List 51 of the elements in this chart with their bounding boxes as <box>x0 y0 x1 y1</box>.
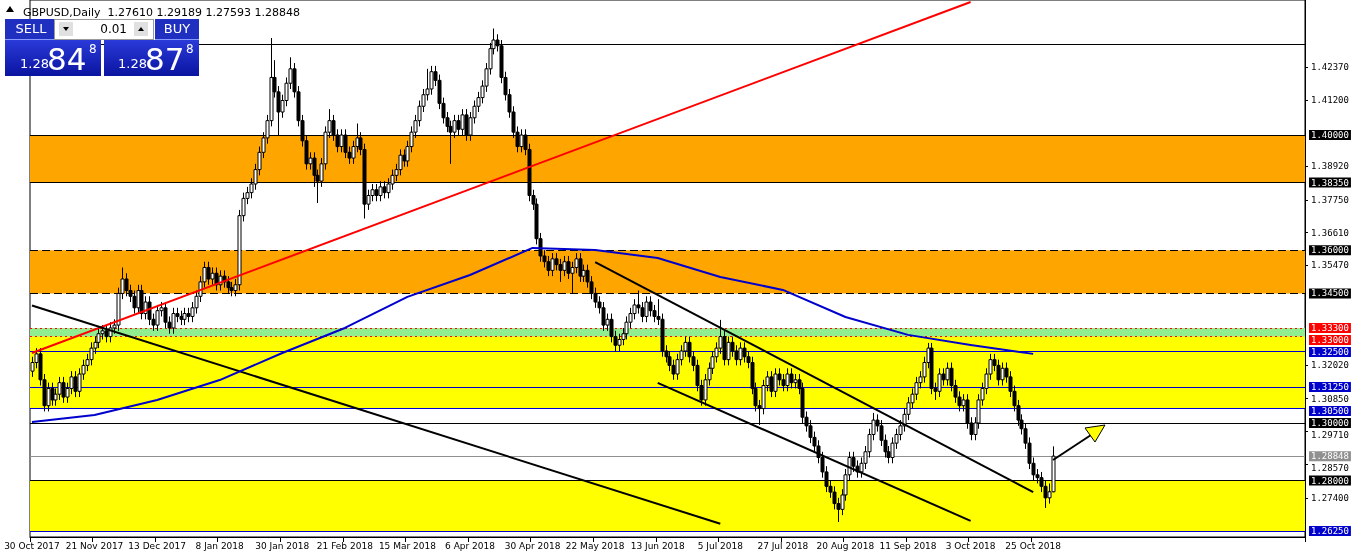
y-tick-label: 1.37750 <box>1311 194 1349 205</box>
x-tick-label: 6 Apr 2018 <box>445 540 496 551</box>
y-tick-label: 1.32020 <box>1311 359 1349 370</box>
annotation: 8 <box>89 42 97 56</box>
text: GBPUSD,Daily 1.27610 1.29189 1.27593 1.28848 <box>23 6 300 19</box>
annotation: 1.28 <box>20 56 49 71</box>
x-tick-label: 15 Mar 2018 <box>378 540 437 551</box>
x-tick-label: 30 Oct 2017 <box>4 540 60 551</box>
x-tick-label: 27 Jul 2018 <box>757 540 809 551</box>
x-tick-label: 3 Oct 2018 <box>945 540 996 551</box>
x-tick-label: 21 Nov 2017 <box>65 540 124 551</box>
x-tick-label: 20 Aug 2018 <box>816 540 875 551</box>
ref-line-label: 1.33000 <box>1311 334 1349 345</box>
ref-line-label: 1.30000 <box>1311 417 1349 428</box>
ref-line-label: 1.31250 <box>1311 381 1349 392</box>
y-tick-label: 1.28570 <box>1311 463 1349 474</box>
x-tick-label: 11 Sep 2018 <box>879 540 937 551</box>
annotation: 8 <box>186 42 194 56</box>
y-tick-label: 1.27400 <box>1311 492 1349 503</box>
y-tick-label: 1.42370 <box>1311 61 1349 72</box>
y-tick-label: 1.41200 <box>1311 95 1349 106</box>
y-tick-label: 1.36610 <box>1311 227 1349 238</box>
ref-line-label: 1.36000 <box>1311 245 1349 256</box>
x-tick-label: 8 Jan 2018 <box>195 540 245 551</box>
annotation: 84 <box>47 41 87 77</box>
ref-line-label: 1.28000 <box>1311 475 1349 486</box>
y-tick-label: 1.29710 <box>1311 429 1349 440</box>
ref-line-label: 1.26250 <box>1311 525 1349 536</box>
annotation: 0.01 <box>100 21 127 38</box>
x-tick-label: 13 Dec 2017 <box>128 540 186 551</box>
ref-line-label: 1.34500 <box>1311 288 1349 299</box>
x-tick-label: 5 Jul 2018 <box>697 540 744 551</box>
x-tick-label: 13 Jun 2018 <box>630 540 686 551</box>
x-tick-label: 30 Jan 2018 <box>255 540 310 551</box>
ref-line-label: 1.32500 <box>1311 346 1349 357</box>
ref-line-label: 1.40000 <box>1311 130 1349 141</box>
y-tick-label: 1.38920 <box>1311 161 1349 172</box>
x-tick-label: 25 Oct 2018 <box>1005 540 1062 551</box>
sell-button: SELL <box>5 19 57 40</box>
y-tick-label: 1.35470 <box>1311 260 1349 271</box>
x-tick-label: 22 May 2018 <box>565 540 625 551</box>
buy-button: BUY <box>155 19 199 40</box>
x-tick-label: 30 Apr 2018 <box>504 540 561 551</box>
y-tick-label: 1.30850 <box>1311 393 1349 404</box>
annotation: 1.28 <box>118 56 147 71</box>
x-tick-label: 21 Feb 2018 <box>316 540 374 551</box>
ref-line-label: 1.30500 <box>1311 405 1349 416</box>
annotation: 87 <box>145 41 185 77</box>
ref-line-label: 1.38350 <box>1311 177 1349 188</box>
ref-line-label: 1.33300 <box>1311 322 1349 333</box>
ref-line-label: 1.28848 <box>1311 451 1349 462</box>
